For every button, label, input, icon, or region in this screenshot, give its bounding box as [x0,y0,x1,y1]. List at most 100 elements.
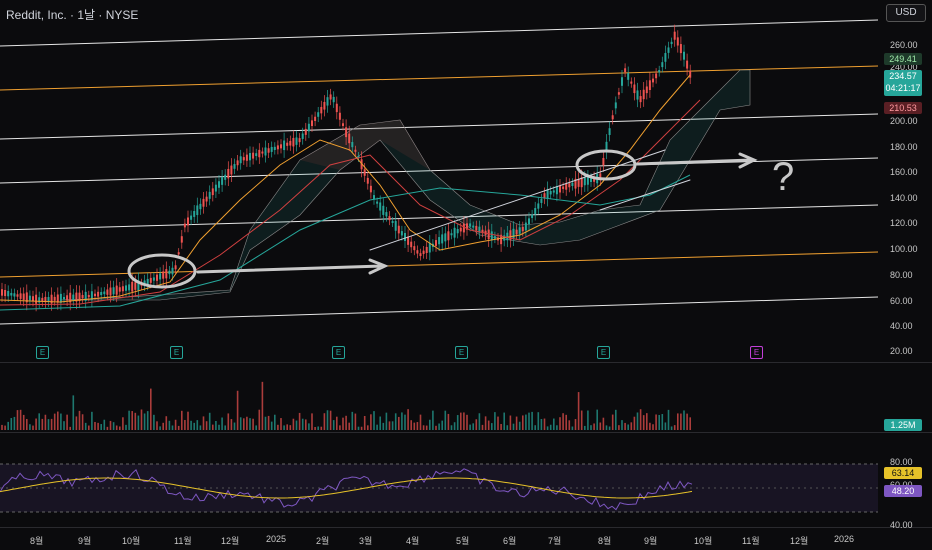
candle-body[interactable] [342,123,344,126]
candle-body[interactable] [233,164,236,169]
candle-body[interactable] [59,293,62,303]
candle-body[interactable] [35,294,38,304]
candle-body[interactable] [218,181,220,188]
candle-body[interactable] [137,280,140,291]
candle-body[interactable] [187,217,189,226]
candle-body[interactable] [450,233,453,236]
candle-body[interactable] [146,278,149,285]
candle-body[interactable] [689,71,692,78]
candle-body[interactable] [652,78,654,83]
candle-body[interactable] [580,177,583,188]
candle-body[interactable] [605,141,608,152]
candle-body[interactable] [670,41,673,45]
earnings-marker[interactable]: E [455,346,468,359]
candle-body[interactable] [422,250,425,254]
candle-body[interactable] [366,177,369,184]
candle-body[interactable] [506,232,509,241]
orange-line[interactable] [0,251,879,278]
candle-body[interactable] [258,149,261,158]
candle-body[interactable] [528,218,530,225]
candle-body[interactable] [28,295,31,301]
candle-body[interactable] [537,203,540,209]
candle-body[interactable] [562,186,565,189]
candle-body[interactable] [571,182,574,187]
candle-body[interactable] [410,241,413,248]
candle-body[interactable] [159,273,162,280]
candle-body[interactable] [459,227,462,232]
candle-body[interactable] [630,81,633,84]
earnings-marker[interactable]: E [597,346,610,359]
candle-body[interactable] [509,230,512,240]
candle-body[interactable] [196,205,199,216]
channel-line[interactable] [0,113,879,140]
candle-body[interactable] [441,234,444,244]
candle-body[interactable] [667,47,670,53]
candle-body[interactable] [416,250,419,254]
candle-body[interactable] [261,151,264,154]
candle-body[interactable] [90,291,93,300]
candle-body[interactable] [16,294,19,297]
candle-body[interactable] [456,229,459,234]
candle-body[interactable] [252,152,255,159]
candle-body[interactable] [199,203,202,210]
candle-body[interactable] [156,274,158,281]
candle-body[interactable] [100,291,103,296]
candle-body[interactable] [125,285,127,291]
candle-body[interactable] [242,157,245,161]
candle-body[interactable] [586,176,589,185]
candle-body[interactable] [683,51,685,60]
candle-body[interactable] [611,115,614,120]
candle-body[interactable] [1,289,3,296]
candle-body[interactable] [466,223,468,230]
candle-body[interactable] [481,229,484,233]
candle-body[interactable] [249,153,251,161]
candle-body[interactable] [273,146,276,150]
candle-body[interactable] [149,277,152,283]
channel-line[interactable] [0,296,879,325]
candle-body[interactable] [676,37,679,46]
candle-body[interactable] [621,77,623,86]
candle-body[interactable] [53,296,56,301]
candle-body[interactable] [642,89,645,100]
parallel-channel[interactable] [0,19,879,325]
candle-body[interactable] [490,231,493,241]
candle-body[interactable] [354,149,357,152]
candle-body[interactable] [472,225,475,228]
candle-body[interactable] [624,68,627,73]
candle-body[interactable] [162,271,165,279]
candle-body[interactable] [400,231,403,236]
candle-body[interactable] [214,184,217,192]
candle-body[interactable] [540,198,543,203]
candle-body[interactable] [546,189,549,199]
candle-body[interactable] [363,169,366,176]
candle-body[interactable] [205,196,208,202]
drawings[interactable] [127,149,758,289]
candle-body[interactable] [245,154,248,161]
candle-body[interactable] [183,223,186,228]
candle-body[interactable] [118,287,121,292]
candle-body[interactable] [435,240,437,246]
candle-body[interactable] [568,183,571,188]
candle-body[interactable] [301,133,304,139]
candle-body[interactable] [636,90,639,100]
candle-body[interactable] [264,147,267,156]
candle-body[interactable] [661,62,664,68]
orange-trend-lines[interactable] [0,65,879,278]
candle-body[interactable] [478,226,481,233]
candle-body[interactable] [323,101,326,110]
candle-body[interactable] [543,193,546,199]
candle-body[interactable] [664,53,667,62]
candle-body[interactable] [66,295,69,301]
earnings-marker[interactable]: E [170,346,183,359]
candle-body[interactable] [25,292,28,303]
symbol-title[interactable]: Reddit, Inc. · 1날 · NYSE [6,8,139,22]
circle-annotation[interactable] [127,253,197,289]
candle-body[interactable] [255,153,258,156]
candle-body[interactable] [314,116,317,121]
candle-body[interactable] [373,195,375,200]
candle-body[interactable] [469,223,472,227]
candle-body[interactable] [317,112,320,117]
candle-body[interactable] [230,165,233,175]
candle-body[interactable] [686,60,689,69]
earnings-marker-upcoming[interactable]: E [750,346,763,359]
